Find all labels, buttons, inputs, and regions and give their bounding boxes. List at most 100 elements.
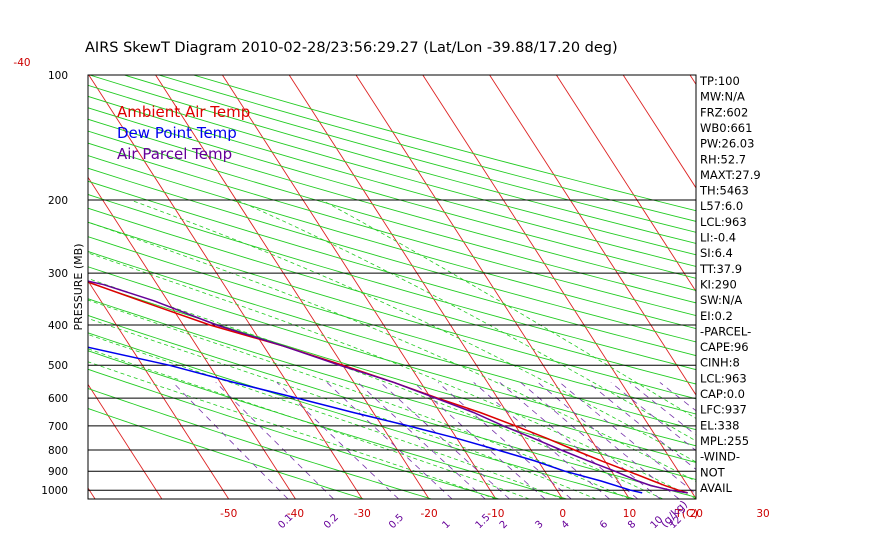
dry-adiabat-line	[88, 282, 696, 463]
isotherm-line	[88, 280, 230, 499]
stat-item: -PARCEL-	[700, 324, 751, 338]
bottom-tick-label: 20	[690, 508, 703, 520]
moist-adiabat-line	[88, 361, 497, 499]
stat-item: SI:6.4	[700, 246, 733, 260]
pressure-tick-label: 800	[48, 445, 68, 457]
parcel-temp-line	[88, 280, 688, 494]
dry-adiabat-line	[88, 155, 696, 330]
bottom-tick-label: -20	[420, 508, 437, 520]
mixing-ratio-label: 0.2	[322, 512, 341, 531]
mixing-ratio-line	[326, 382, 453, 499]
mixing-ratio-line	[437, 382, 572, 499]
mixing-ratio-line	[215, 382, 334, 499]
dry-adiabat-line	[88, 314, 696, 498]
plot-frame	[87, 74, 697, 500]
dry-adiabat-line	[88, 180, 696, 357]
dry-adiabat-line	[88, 350, 568, 499]
stat-item: TP:100	[699, 74, 740, 88]
stat-item: AVAIL	[700, 481, 733, 495]
pressure-tick-label: 700	[48, 421, 68, 433]
dry-adiabat-line	[88, 207, 696, 385]
pressure-tick-labels: 100 200 300 400 500 600 700 800 900 1000	[41, 70, 68, 497]
y-axis-label: PRESSURE (MB)	[72, 244, 85, 331]
mixing-ratio-line	[520, 382, 661, 499]
x-axis-unit-label: T(C)	[674, 507, 698, 520]
legend: Ambient Air Temp Dew Point Temp Air Parcel…	[117, 103, 250, 163]
dry-adiabat-line	[88, 142, 696, 317]
moist-adiabat-line	[88, 221, 696, 482]
mixing-ratio-line	[357, 382, 486, 499]
bottom-tick-label: -50	[220, 508, 237, 520]
stat-item: NOT	[700, 465, 726, 479]
dry-adiabat-line	[88, 221, 696, 400]
stat-item: CAPE:96	[700, 340, 749, 354]
mixing-ratio-label: 2	[498, 519, 510, 531]
stat-item: LCL:963	[700, 215, 747, 229]
mixing-ratio-line	[413, 382, 546, 499]
mixing-ratio-label: 1	[440, 519, 452, 531]
dew-point-line	[88, 346, 643, 494]
mixing-ratio-line	[629, 382, 696, 436]
dry-adiabat-line	[88, 107, 696, 279]
legend-item: Air Parcel Temp	[117, 145, 232, 163]
dry-adiabat-line	[88, 84, 696, 256]
pressure-tick-label: 900	[48, 466, 68, 478]
bottom-tick-label: 10	[623, 508, 636, 520]
dry-adiabat-line	[88, 130, 696, 304]
stat-item: SW:N/A	[700, 293, 742, 307]
isotherm-line	[355, 75, 630, 499]
pressure-tick-label: 200	[48, 195, 68, 207]
pressure-tick-label: 500	[48, 360, 68, 372]
dry-adiabat-line	[88, 387, 432, 499]
stat-item: FRZ:602	[700, 105, 748, 119]
isotherm-line	[0, 75, 28, 499]
isotherm-line	[155, 75, 430, 499]
mixing-ratio-line	[559, 382, 696, 495]
bottom-tick-label: -30	[354, 508, 371, 520]
stat-item: TH:5463	[699, 184, 749, 198]
stat-item: EI:0.2	[700, 309, 733, 323]
moist-adiabat-line	[236, 199, 696, 442]
moist-adiabat-line	[321, 199, 696, 419]
dry-adiabat-line	[88, 298, 696, 481]
mixing-ratio-label: 6	[598, 519, 610, 531]
pressure-tick-label: 1000	[41, 485, 68, 497]
moist-adiabat-line	[88, 299, 630, 499]
mixing-ratio-line	[473, 382, 610, 499]
mixing-ratio-label: 4	[560, 519, 572, 531]
stat-item: WB0:661	[700, 121, 752, 135]
pressure-tick-label: 600	[48, 393, 68, 405]
dry-adiabat-line	[88, 118, 696, 291]
bottom-axis-ticks: -50 -40 -30 -20 -10 0 10 20 30	[220, 508, 770, 520]
dry-adiabat-line	[88, 408, 364, 499]
legend-item: Dew Point Temp	[117, 124, 237, 142]
plot-grid	[0, 75, 696, 499]
stat-item: TT:37.9	[699, 262, 742, 276]
dry-adiabat-line	[88, 95, 696, 267]
stat-item: MPL:255	[700, 434, 749, 448]
dry-adiabat-line	[88, 266, 696, 447]
bottom-tick-label: 0	[559, 508, 566, 520]
stat-item: MAXT:27.9	[700, 168, 761, 182]
stat-item: MW:N/A	[700, 90, 745, 104]
pressure-tick-label: 300	[48, 268, 68, 280]
mixing-ratio-label: 8	[626, 519, 638, 531]
bottom-tick-label: -40	[287, 508, 304, 520]
dry-adiabat-line	[88, 368, 500, 499]
pressure-tick-label: 400	[48, 320, 68, 332]
mixing-ratio-line	[172, 382, 289, 499]
mixing-ratio-line	[499, 382, 639, 499]
stat-item: CINH:8	[700, 356, 740, 370]
stat-item: L57:6.0	[700, 199, 743, 213]
top-tick-label: -40	[13, 57, 30, 69]
isotherm-line	[489, 75, 696, 396]
dry-adiabat-line	[88, 194, 696, 371]
stat-item: -WIND-	[700, 450, 740, 464]
chart-title: AIRS SkewT Diagram 2010-02-28/23:56:29.2…	[85, 40, 618, 56]
moist-adiabat-line	[130, 199, 696, 463]
dry-adiabat-line	[88, 167, 696, 343]
mixing-ratio-label: 0.5	[387, 512, 406, 531]
pressure-tick-label: 100	[48, 70, 68, 82]
